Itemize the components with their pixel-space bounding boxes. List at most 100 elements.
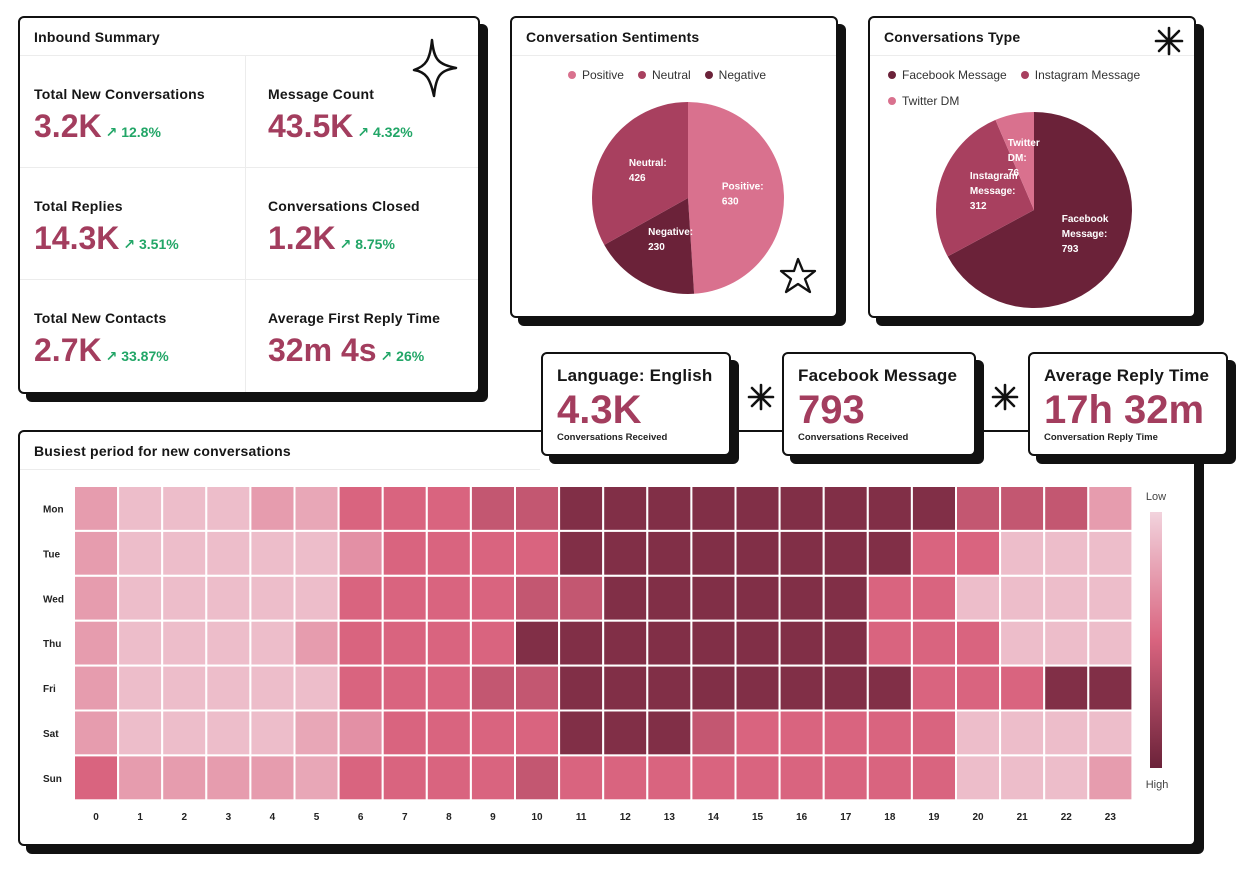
heatmap-cell[interactable] xyxy=(205,619,252,667)
heatmap-cell[interactable] xyxy=(161,709,208,757)
heatmap-cell[interactable] xyxy=(999,529,1046,577)
heatmap-cell[interactable] xyxy=(602,485,649,532)
heatmap-cell[interactable] xyxy=(205,485,252,532)
heatmap-cell[interactable] xyxy=(955,664,1002,712)
heatmap-cell[interactable] xyxy=(866,754,913,802)
heatmap-cell[interactable] xyxy=(161,754,208,802)
heatmap-cell[interactable] xyxy=(381,485,428,532)
heatmap-cell[interactable] xyxy=(999,709,1046,757)
heatmap-cell[interactable] xyxy=(778,754,825,802)
heatmap-cell[interactable] xyxy=(734,619,781,667)
heatmap-cell[interactable] xyxy=(866,485,913,532)
heatmap-cell[interactable] xyxy=(999,574,1046,622)
heatmap-cell[interactable] xyxy=(558,619,605,667)
heatmap-cell[interactable] xyxy=(910,754,958,802)
heatmap-cell[interactable] xyxy=(249,709,296,757)
heatmap-cell[interactable] xyxy=(425,664,472,712)
heatmap-cell[interactable] xyxy=(822,709,869,757)
heatmap-cell[interactable] xyxy=(381,664,428,712)
heatmap-cell[interactable] xyxy=(249,619,296,667)
heatmap-cell[interactable] xyxy=(1043,664,1090,712)
legend-item[interactable]: Twitter DM xyxy=(888,94,1180,108)
heatmap-cell[interactable] xyxy=(337,664,384,712)
heatmap-cell[interactable] xyxy=(646,529,693,577)
heatmap-cell[interactable] xyxy=(778,664,825,712)
heatmap-cell[interactable] xyxy=(425,529,472,577)
heatmap-cell[interactable] xyxy=(646,574,693,622)
heatmap-cell[interactable] xyxy=(117,574,164,622)
heatmap-cell[interactable] xyxy=(425,754,472,802)
heatmap-cell[interactable] xyxy=(866,574,913,622)
heatmap-cell[interactable] xyxy=(514,709,561,757)
heatmap-cell[interactable] xyxy=(381,709,428,757)
heatmap-cell[interactable] xyxy=(514,754,561,802)
pie-slice[interactable] xyxy=(936,119,1034,257)
heatmap-cell[interactable] xyxy=(734,529,781,577)
heatmap-cell[interactable] xyxy=(1087,709,1134,757)
heatmap-cell[interactable] xyxy=(249,485,296,532)
heatmap-cell[interactable] xyxy=(1043,619,1090,667)
heatmap-cell[interactable] xyxy=(381,754,428,802)
heatmap-cell[interactable] xyxy=(249,574,296,622)
heatmap-cell[interactable] xyxy=(73,664,120,712)
heatmap-cell[interactable] xyxy=(205,574,252,622)
heatmap-cell[interactable] xyxy=(822,529,869,577)
heatmap-cell[interactable] xyxy=(778,574,825,622)
heatmap-cell[interactable] xyxy=(293,709,340,757)
heatmap-cell[interactable] xyxy=(381,619,428,667)
heatmap-cell[interactable] xyxy=(293,529,340,577)
heatmap-cell[interactable] xyxy=(822,619,869,667)
heatmap-cell[interactable] xyxy=(293,619,340,667)
legend-item[interactable]: Negative xyxy=(704,68,766,82)
heatmap-cell[interactable] xyxy=(822,754,869,802)
heatmap-cell[interactable] xyxy=(73,529,120,577)
heatmap-cell[interactable] xyxy=(602,574,649,622)
heatmap-cell[interactable] xyxy=(293,574,340,622)
heatmap-cell[interactable] xyxy=(646,754,693,802)
heatmap-cell[interactable] xyxy=(1087,574,1134,622)
heatmap-cell[interactable] xyxy=(646,485,693,532)
heatmap-cell[interactable] xyxy=(161,529,208,577)
heatmap-cell[interactable] xyxy=(910,709,958,757)
heatmap-cell[interactable] xyxy=(469,485,516,532)
heatmap-cell[interactable] xyxy=(469,754,516,802)
heatmap-cell[interactable] xyxy=(161,485,208,532)
legend-item[interactable]: Facebook Message xyxy=(888,68,1007,82)
heatmap-cell[interactable] xyxy=(999,754,1046,802)
heatmap-cell[interactable] xyxy=(161,574,208,622)
heatmap-cell[interactable] xyxy=(73,485,120,532)
heatmap-cell[interactable] xyxy=(1043,574,1090,622)
heatmap-cell[interactable] xyxy=(734,664,781,712)
heatmap-cell[interactable] xyxy=(558,485,605,532)
heatmap-cell[interactable] xyxy=(1043,709,1090,757)
heatmap-cell[interactable] xyxy=(955,754,1002,802)
pie-slice[interactable] xyxy=(592,102,688,245)
heatmap-cell[interactable] xyxy=(646,709,693,757)
heatmap-cell[interactable] xyxy=(514,619,561,667)
heatmap-cell[interactable] xyxy=(910,619,958,667)
heatmap-cell[interactable] xyxy=(469,664,516,712)
heatmap-cell[interactable] xyxy=(690,754,737,802)
heatmap-cell[interactable] xyxy=(558,664,605,712)
heatmap-cell[interactable] xyxy=(205,664,252,712)
heatmap-cell[interactable] xyxy=(910,574,958,622)
heatmap-cell[interactable] xyxy=(558,529,605,577)
heatmap-cell[interactable] xyxy=(778,529,825,577)
heatmap-cell[interactable] xyxy=(337,529,384,577)
heatmap-cell[interactable] xyxy=(1087,619,1134,667)
heatmap-cell[interactable] xyxy=(602,619,649,667)
heatmap-cell[interactable] xyxy=(469,574,516,622)
heatmap-cell[interactable] xyxy=(337,485,384,532)
heatmap-cell[interactable] xyxy=(514,664,561,712)
heatmap-cell[interactable] xyxy=(337,754,384,802)
heatmap-cell[interactable] xyxy=(205,709,252,757)
heatmap-cell[interactable] xyxy=(117,754,164,802)
heatmap-cell[interactable] xyxy=(514,529,561,577)
heatmap-cell[interactable] xyxy=(117,709,164,757)
heatmap-cell[interactable] xyxy=(999,485,1046,532)
heatmap-cell[interactable] xyxy=(337,709,384,757)
heatmap-cell[interactable] xyxy=(734,754,781,802)
heatmap-cell[interactable] xyxy=(558,754,605,802)
heatmap-cell[interactable] xyxy=(514,574,561,622)
heatmap-cell[interactable] xyxy=(602,754,649,802)
